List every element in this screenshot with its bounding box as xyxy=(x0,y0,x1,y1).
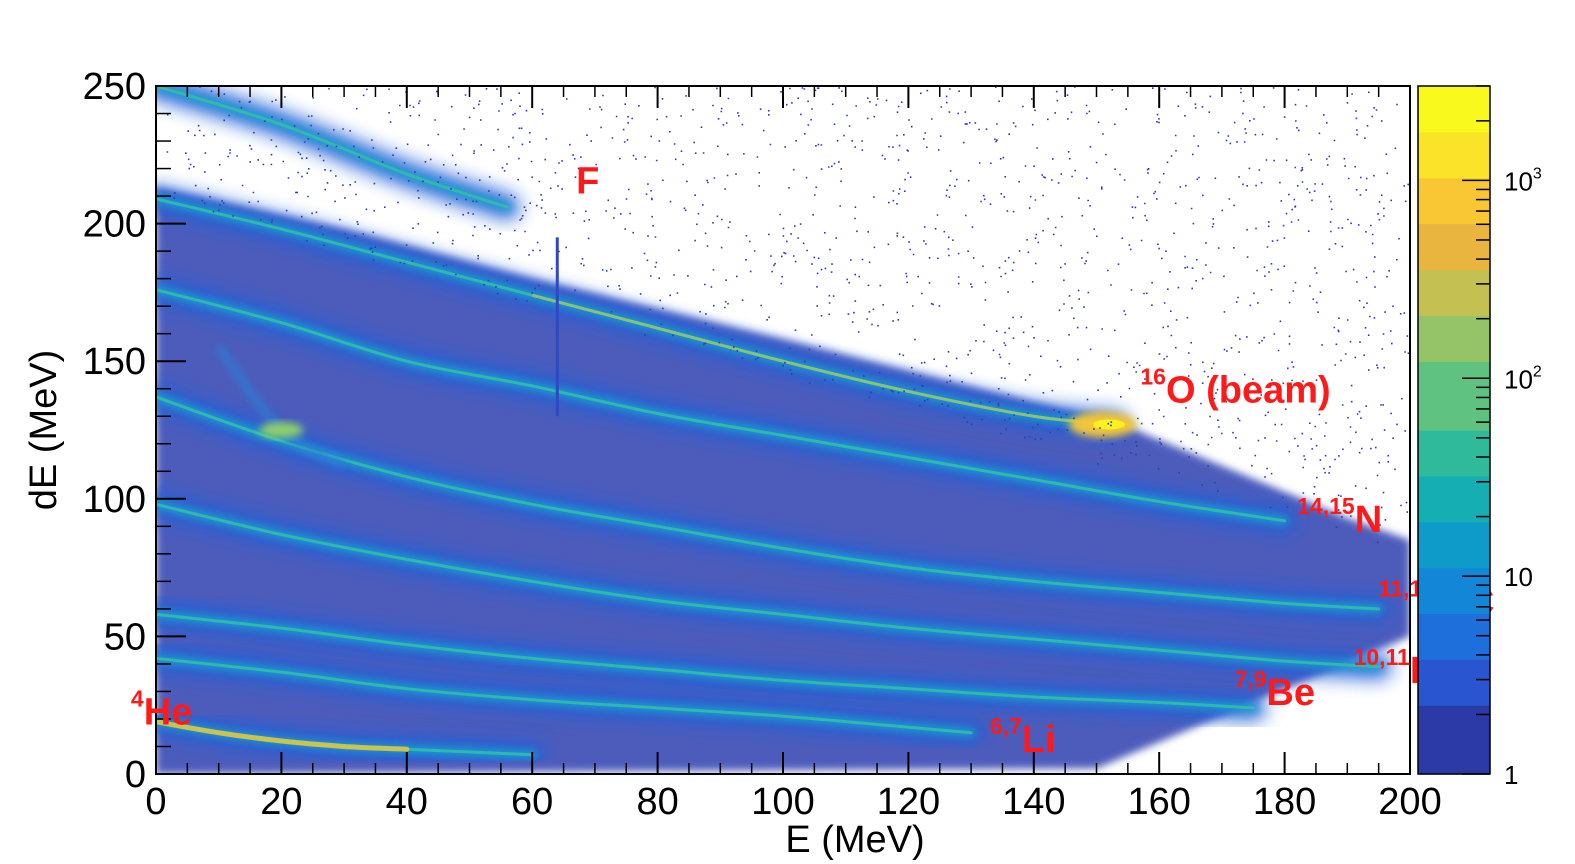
colorbar-cell xyxy=(1418,407,1490,431)
x-tick-label: 80 xyxy=(636,781,678,823)
y-axis: 0 50 100 150 200 250 xyxy=(83,66,186,796)
colorbar-cell xyxy=(1418,86,1490,110)
isotope-label: 14,15N xyxy=(1297,493,1382,541)
isotope-label: F xyxy=(576,160,599,202)
colorbar-cell xyxy=(1418,430,1490,454)
colorbar-cell xyxy=(1418,521,1490,546)
colorbar-cell xyxy=(1418,108,1490,133)
x-axis-title: E (MeV) xyxy=(785,819,924,861)
colorbar-cell xyxy=(1418,246,1490,271)
isotope-label: 6,7Li xyxy=(990,713,1056,761)
x-tick-label: 40 xyxy=(386,781,428,823)
band-b xyxy=(156,491,1392,680)
x-tick-label: 20 xyxy=(260,781,302,823)
extra-features xyxy=(156,86,1410,719)
colorbar-cell xyxy=(1418,154,1490,179)
colorbar-cell xyxy=(1418,223,1490,248)
colorbar-cell xyxy=(1418,590,1490,615)
colorbar-cell xyxy=(1418,384,1490,408)
isotope-mass: 10,11 xyxy=(1354,644,1410,670)
scatter-background xyxy=(156,187,1410,774)
colorbar-cell xyxy=(1418,292,1490,316)
o-ridge xyxy=(531,293,1116,426)
isotope-mass: 7,9 xyxy=(1234,666,1266,692)
colorbar-tick-label: 103 xyxy=(1504,165,1542,196)
colorbar-cell xyxy=(1418,452,1490,477)
x-tick-label: 120 xyxy=(877,781,940,823)
colorbar-cell xyxy=(1418,728,1490,752)
colorbar-cell xyxy=(1418,613,1490,637)
colorbar-cell xyxy=(1418,751,1490,775)
isotope-element: N xyxy=(1355,499,1382,541)
band-be xyxy=(156,601,1267,721)
colorbar-cell xyxy=(1418,498,1490,523)
colorbar-cell xyxy=(1418,200,1490,225)
colorbar-cell xyxy=(1418,682,1490,706)
colorbar-cell xyxy=(1418,361,1490,385)
colorbar-cell xyxy=(1418,315,1490,339)
colorbar xyxy=(1417,85,1491,775)
colorbar-cell xyxy=(1418,544,1490,569)
x-tick-label: 60 xyxy=(511,781,553,823)
colorbar-cell xyxy=(1418,475,1490,500)
colorbar-tick-label: 10 xyxy=(1504,562,1533,592)
y-axis-title: dE (MeV) xyxy=(23,350,65,510)
cross-hotspot xyxy=(259,422,304,438)
colorbar-tick-label: 1 xyxy=(1504,760,1518,790)
isotope-element: O (beam) xyxy=(1166,369,1331,411)
y-tick-label: 100 xyxy=(83,479,146,521)
colorbar-frame xyxy=(1417,85,1491,775)
y-tick-label: 150 xyxy=(83,341,146,383)
x-tick-label: 180 xyxy=(1253,781,1316,823)
heatmap-layer xyxy=(156,86,1410,774)
y-tick-label: 200 xyxy=(83,204,146,246)
isotope-element: Li xyxy=(1022,719,1056,761)
colorbar-cell xyxy=(1418,567,1490,592)
isotope-element: He xyxy=(144,691,193,733)
band-c xyxy=(156,383,1392,622)
band-li xyxy=(156,645,985,746)
x-tick-label: 100 xyxy=(751,781,814,823)
isotope-bands xyxy=(156,86,1392,768)
isotope-mass: 4 xyxy=(131,685,144,711)
beam-spot-core xyxy=(1093,419,1126,430)
isotope-label: 16O (beam) xyxy=(1140,363,1330,411)
x-tick-label: 140 xyxy=(1002,781,1065,823)
colorbar-cell xyxy=(1418,131,1490,156)
event-envelope xyxy=(156,187,1410,774)
isotope-element: Be xyxy=(1266,672,1315,714)
isotope-mass: 14,15 xyxy=(1297,493,1355,519)
colorbar-cell xyxy=(1418,338,1490,362)
colorbar-axis: 1 10 102 103 xyxy=(1462,85,1542,790)
x-tick-label: 160 xyxy=(1127,781,1190,823)
colorbar-cell xyxy=(1418,269,1490,293)
x-axis: 0 20 40 60 80 100 120 140 160 180 200 xyxy=(145,86,1442,823)
he-ridge xyxy=(156,719,410,752)
colorbar-cell xyxy=(1418,705,1490,729)
isotope-label: 7,9Be xyxy=(1234,666,1315,714)
x-tick-label: 0 xyxy=(145,781,166,823)
band-f xyxy=(156,86,521,221)
isotope-mass: 16 xyxy=(1140,363,1166,389)
y-tick-label: 50 xyxy=(104,616,146,658)
band-n xyxy=(156,276,1298,534)
colorbar-cell xyxy=(1418,177,1490,202)
colorbar-cell xyxy=(1418,636,1490,660)
y-tick-label: 250 xyxy=(83,66,146,108)
colorbar-cell xyxy=(1418,659,1490,683)
colorbar-tick-label: 102 xyxy=(1504,363,1542,394)
x-tick-label: 200 xyxy=(1378,781,1441,823)
isotope-label: 4He xyxy=(131,685,192,733)
isotope-mass: 6,7 xyxy=(990,713,1022,739)
y-tick-label: 0 xyxy=(125,754,146,796)
